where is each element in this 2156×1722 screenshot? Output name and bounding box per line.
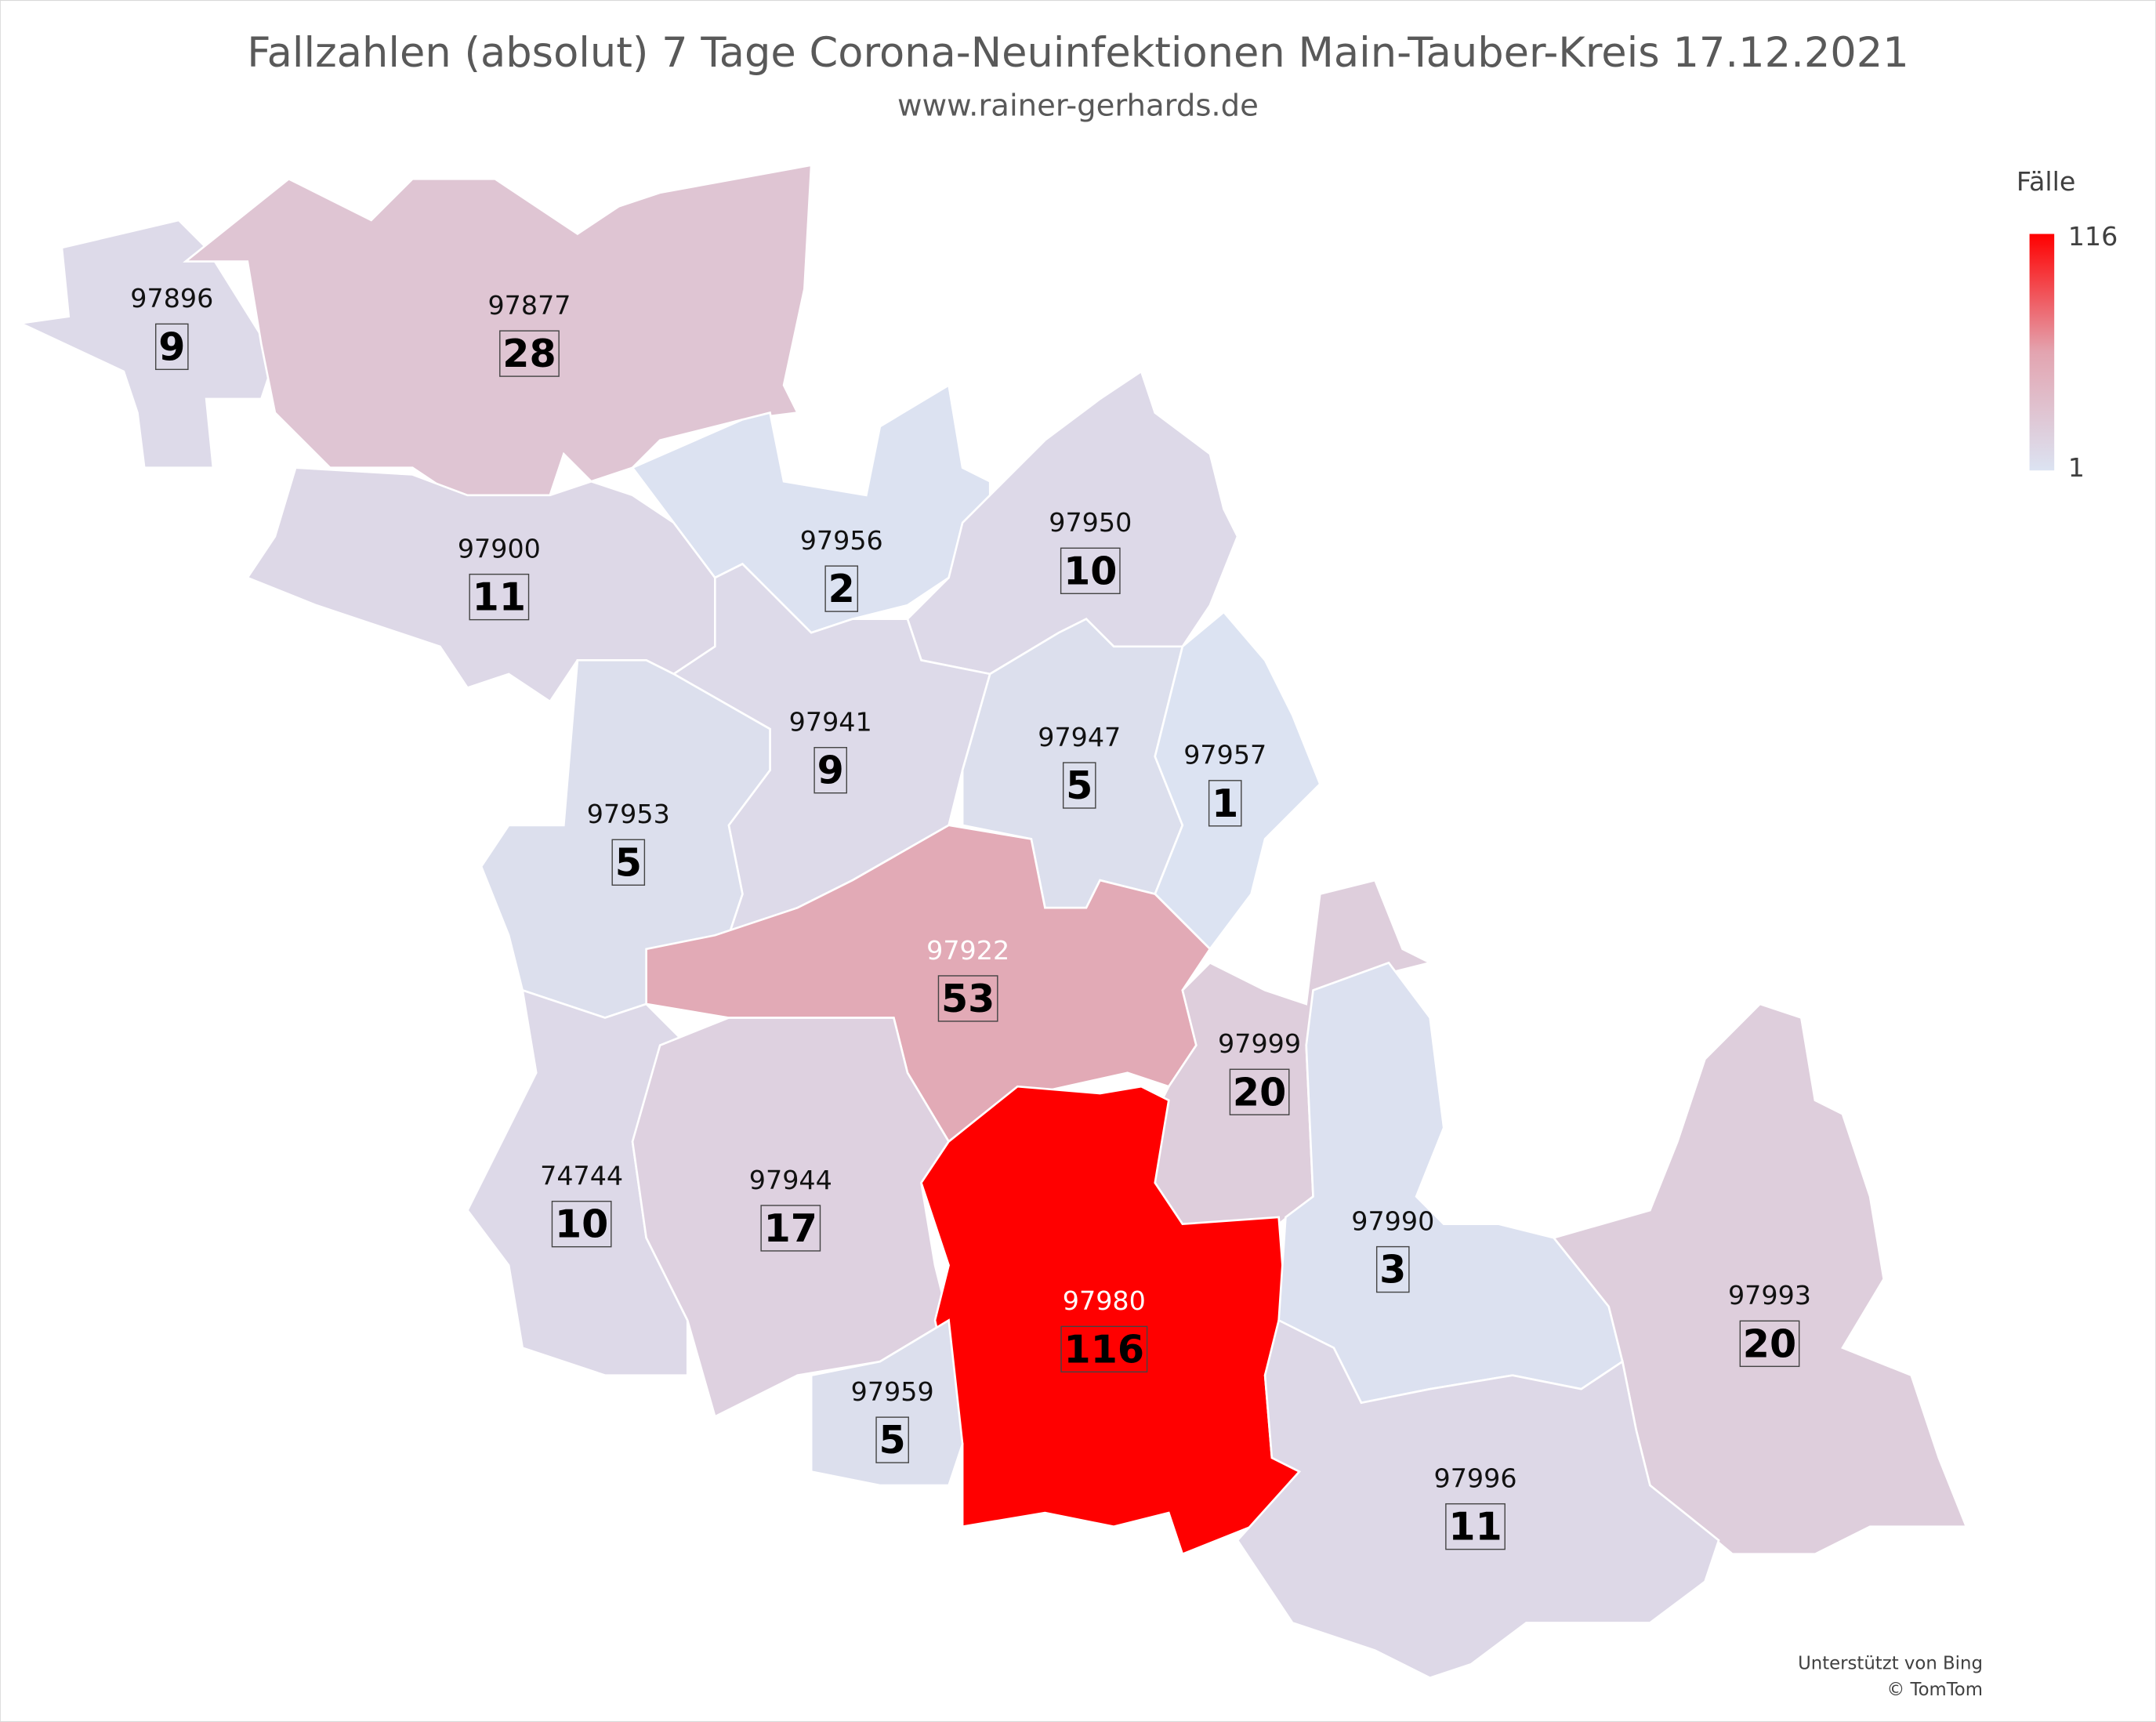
region-code: 97922 bbox=[926, 935, 1009, 966]
attribution: Unterstützt von Bing bbox=[1798, 1654, 1983, 1674]
region-code: 97996 bbox=[1434, 1463, 1517, 1494]
region-value: 20 bbox=[1233, 1069, 1286, 1115]
region-code: 97900 bbox=[458, 533, 541, 564]
region-code: 74744 bbox=[540, 1161, 623, 1191]
value-box bbox=[760, 1205, 821, 1252]
value-box bbox=[551, 1200, 612, 1248]
region-code: 97941 bbox=[789, 707, 872, 738]
region-code: 97959 bbox=[851, 1376, 934, 1407]
value-box bbox=[875, 1416, 909, 1463]
value-box bbox=[469, 573, 530, 621]
labels: 97896 9 97877 28 97900 11 97956 2 97950 10 97941 9 9… bbox=[130, 283, 1811, 1550]
value-box bbox=[1375, 1245, 1410, 1293]
region-code: 97953 bbox=[587, 799, 670, 829]
region bbox=[810, 1318, 964, 1487]
region-value: 11 bbox=[473, 575, 526, 620]
region-value: 2 bbox=[828, 566, 855, 611]
region-code: 97950 bbox=[1049, 507, 1132, 538]
region-code: 97957 bbox=[1183, 740, 1266, 770]
chart-title: Fallzahlen (absolut) 7 Tage Corona-Neuin… bbox=[247, 29, 1909, 77]
value-box bbox=[1739, 1320, 1800, 1368]
legend-min: 1 bbox=[2068, 452, 2085, 483]
region-code: 97947 bbox=[1038, 722, 1121, 752]
value-box bbox=[155, 323, 189, 371]
region-value: 53 bbox=[941, 976, 995, 1021]
region-code: 97990 bbox=[1351, 1205, 1434, 1236]
value-box bbox=[499, 330, 560, 377]
region-value: 10 bbox=[1064, 548, 1117, 593]
region-code: 97993 bbox=[1728, 1280, 1811, 1311]
regions bbox=[16, 164, 1968, 1680]
region-value: 9 bbox=[817, 748, 844, 793]
legend-max: 116 bbox=[2068, 221, 2118, 252]
value-box bbox=[1060, 547, 1121, 595]
value-box bbox=[1062, 762, 1096, 809]
attribution: © TomTom bbox=[1886, 1680, 1982, 1700]
region-code: 97896 bbox=[130, 283, 213, 314]
legend-title: Fälle bbox=[2016, 166, 2076, 197]
value-box bbox=[813, 747, 847, 794]
region bbox=[466, 988, 689, 1376]
region-code: 97999 bbox=[1218, 1028, 1301, 1059]
region-value: 5 bbox=[615, 839, 642, 885]
value-box bbox=[1445, 1503, 1506, 1550]
region-code: 97956 bbox=[800, 525, 883, 556]
value-box bbox=[1229, 1068, 1290, 1115]
region-value: 116 bbox=[1064, 1326, 1145, 1372]
region-code: 97980 bbox=[1063, 1285, 1146, 1316]
value-box bbox=[1208, 780, 1242, 827]
region-value: 3 bbox=[1379, 1247, 1406, 1292]
region-value: 5 bbox=[1066, 763, 1092, 808]
value-box bbox=[611, 839, 646, 886]
value-box bbox=[824, 565, 859, 612]
region-value: 11 bbox=[1448, 1504, 1502, 1550]
region-value: 1 bbox=[1212, 781, 1238, 826]
region-code: 97944 bbox=[749, 1165, 832, 1195]
legend-scale bbox=[2029, 234, 2055, 471]
region-code: 97877 bbox=[487, 290, 571, 321]
region-value: 9 bbox=[158, 324, 185, 369]
value-box bbox=[1060, 1325, 1148, 1373]
region-value: 28 bbox=[502, 331, 556, 376]
region bbox=[1236, 1318, 1720, 1680]
region-value: 20 bbox=[1743, 1321, 1796, 1366]
region-value: 10 bbox=[555, 1202, 608, 1247]
region-value: 5 bbox=[879, 1417, 906, 1463]
value-box bbox=[937, 975, 998, 1022]
region-value: 17 bbox=[764, 1205, 817, 1251]
chart-subtitle: www.rainer-gerhards.de bbox=[897, 89, 1259, 124]
